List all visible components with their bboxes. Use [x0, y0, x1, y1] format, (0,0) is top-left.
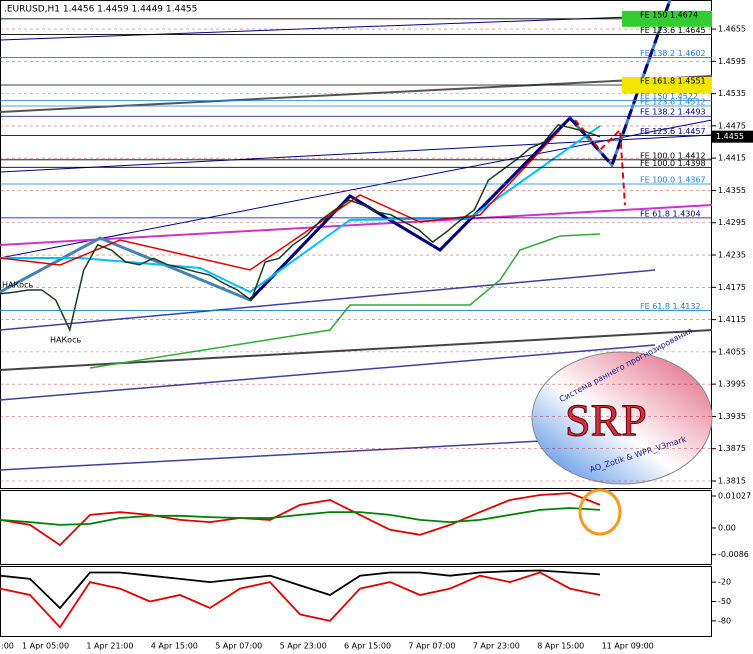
- y-tick-label: 1.4355: [718, 186, 746, 195]
- x-tick-label: 11 Apr 09:00: [602, 642, 654, 651]
- y-tick-label: 1.4055: [718, 347, 746, 356]
- logo-ellipse: [531, 351, 713, 485]
- y-tick-label: 1.4535: [718, 89, 746, 98]
- moving-average: [0, 129, 561, 271]
- fib-label: FE 61.8 1.4132: [640, 302, 701, 311]
- trend-line: [0, 13, 713, 41]
- logo-name: SRP: [565, 395, 647, 446]
- trend-line: [0, 134, 713, 173]
- y-tick-label: 1.4295: [718, 218, 746, 227]
- fib-label: FE 123.6 1.4645: [640, 26, 706, 35]
- fib-label: FE 123.6 1.4457: [640, 127, 706, 136]
- x-tick-label: 1 Apr 21:00: [86, 642, 133, 651]
- y-tick-label: -20: [718, 578, 731, 587]
- x-tick-label: 7 Apr 07:00: [408, 642, 455, 651]
- y-tick-label: 1.3815: [718, 477, 746, 486]
- fib-label: FE 150 1.4674: [640, 10, 698, 19]
- fib-highlight: [622, 10, 712, 27]
- fib-label: FE 123.6 1.4512: [640, 97, 706, 106]
- fib-label: FE 150 1.4522: [640, 92, 698, 101]
- x-tick-label: 5 Apr 23:00: [280, 642, 327, 651]
- y-tick-label: -50: [718, 597, 731, 606]
- price-line: [0, 507, 601, 526]
- note: НАКось: [50, 336, 81, 345]
- pane1-frame: [0, 490, 712, 565]
- x-tick-label: 7 Apr 23:00: [473, 642, 520, 651]
- chart-title: .EURUSD,H1 1.4456 1.4459 1.4449 1.4455: [4, 5, 197, 15]
- x-tick-label: 1 Apr 05:00: [22, 642, 69, 651]
- y-tick-label: 1.4415: [718, 154, 746, 163]
- fib-label: FE 61.8 1.4304: [640, 209, 701, 218]
- x-tick-label: 6 Apr 15:00: [344, 642, 391, 651]
- x-tick-label: 5 Apr 07:00: [215, 642, 262, 651]
- y-tick-label: 0.00: [718, 523, 736, 532]
- y-tick-label: 1.3935: [718, 412, 746, 421]
- y-tick-label: 1.4655: [718, 25, 746, 34]
- y-tick-label: 1.3875: [718, 444, 746, 453]
- fib-label: FE 100.0 1.4367: [640, 176, 706, 185]
- x-tick-label: 4 Apr 15:00: [151, 642, 198, 651]
- pane2-frame: [0, 566, 712, 637]
- y-tick-label: 1.4475: [718, 121, 746, 130]
- trend-line: [0, 344, 656, 401]
- note: НАКось: [2, 281, 33, 290]
- y-tick-label: 1.3995: [718, 380, 746, 389]
- trend-line: [0, 439, 561, 471]
- y-tick-label: -0.0086: [718, 550, 749, 559]
- price-line: [0, 569, 601, 610]
- price-box: [712, 130, 753, 143]
- stop-line: [89, 233, 601, 369]
- y-tick-label: 1.4595: [718, 57, 746, 66]
- price-line: [0, 123, 601, 333]
- y-tick-label: 1.4175: [718, 283, 746, 292]
- projection: [568, 0, 672, 168]
- fib-label: FE 161.8 1.4551: [640, 77, 706, 86]
- x-tick-label: :00: [1, 642, 14, 651]
- y-tick-label: 1.4235: [718, 251, 746, 260]
- price-line: [0, 492, 601, 547]
- y-tick-label: -80: [718, 616, 731, 625]
- fib-label: FE 100.0 1.4412: [640, 151, 706, 160]
- fib-label: FE 138.2 1.4602: [640, 49, 706, 58]
- x-tick-label: 8 Apr 15:00: [537, 642, 584, 651]
- fib-label: FE 138.2 1.4493: [640, 108, 706, 117]
- fib-highlight: [622, 77, 712, 94]
- highlight-circle: [578, 488, 622, 536]
- price-line: [0, 571, 601, 629]
- trend-line: [0, 269, 656, 331]
- trend-line: [0, 204, 713, 246]
- y-tick-label: 0.01027: [718, 492, 751, 501]
- y-tick-label: 1.4115: [718, 315, 746, 324]
- current-price: 1.4455: [716, 132, 744, 141]
- fib-label: FE 100.0 1.4398: [640, 159, 706, 168]
